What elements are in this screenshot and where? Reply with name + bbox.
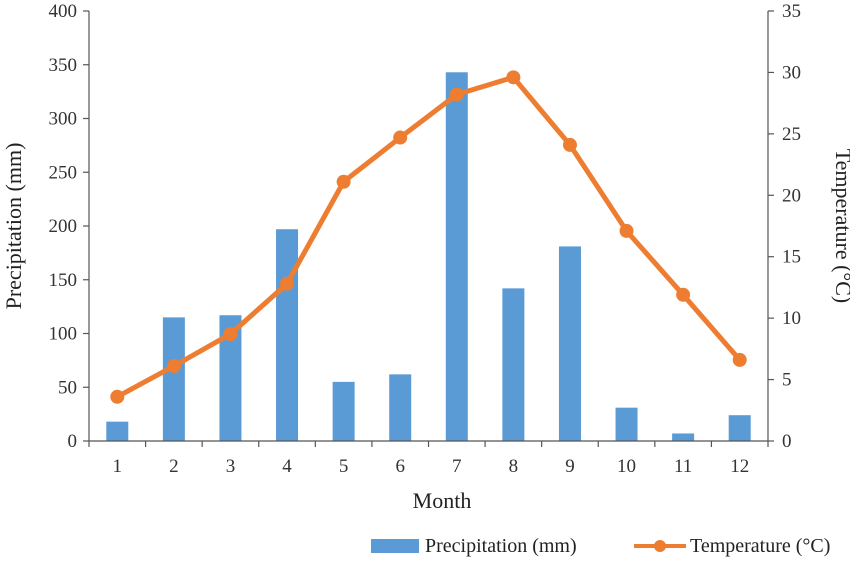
precipitation-bar xyxy=(276,229,299,441)
right-tick-label: 0 xyxy=(782,431,792,452)
right-tick-label: 30 xyxy=(782,62,801,83)
left-tick-label: 250 xyxy=(49,162,78,183)
precipitation-bar xyxy=(672,433,695,441)
x-tick-label: 12 xyxy=(730,456,749,477)
x-tick-label: 11 xyxy=(674,456,692,477)
right-axis-label: Temperature (°C) xyxy=(831,149,850,303)
left-axis-ticks: 0 50 100 150 200 250 300 350 400 xyxy=(49,1,89,452)
temperature-point xyxy=(619,223,634,238)
x-axis-ticks: 1 2 3 4 5 6 7 8 9 10 11 12 xyxy=(88,441,769,477)
left-tick-label: 50 xyxy=(58,377,77,398)
x-tick-label: 5 xyxy=(339,456,349,477)
temperature-line-layer xyxy=(110,70,747,404)
legend: Precipitation (mm) Temperature (°C) xyxy=(371,535,830,557)
x-tick-label: 9 xyxy=(565,456,575,477)
left-tick-label: 0 xyxy=(68,431,78,452)
precipitation-bar xyxy=(615,407,638,441)
right-tick-label: 35 xyxy=(782,1,801,22)
temperature-point xyxy=(393,130,408,145)
left-tick-label: 300 xyxy=(49,109,78,130)
x-tick-label: 8 xyxy=(509,456,519,477)
x-tick-label: 4 xyxy=(282,456,292,477)
precipitation-bar xyxy=(162,317,185,441)
right-tick-label: 20 xyxy=(782,185,801,206)
temperature-point xyxy=(166,359,181,374)
right-tick-label: 5 xyxy=(782,370,792,391)
precipitation-bar xyxy=(219,315,242,441)
x-tick-label: 1 xyxy=(113,456,123,477)
legend-label-precipitation: Precipitation (mm) xyxy=(425,535,577,557)
temperature-point xyxy=(449,87,464,102)
left-tick-label: 150 xyxy=(49,270,78,291)
x-tick-label: 10 xyxy=(617,456,636,477)
temperature-point xyxy=(506,70,521,85)
x-tick-label: 3 xyxy=(226,456,236,477)
precipitation-bar xyxy=(502,288,525,441)
temperature-point xyxy=(336,174,351,189)
right-tick-label: 25 xyxy=(782,124,801,145)
temperature-line xyxy=(116,74,742,399)
legend-swatch-precipitation xyxy=(371,539,419,553)
left-tick-label: 200 xyxy=(49,216,78,237)
temperature-point xyxy=(280,276,295,291)
precipitation-bar xyxy=(332,381,355,441)
precipitation-bar xyxy=(389,374,412,441)
precipitation-bar xyxy=(106,421,129,441)
right-tick-label: 15 xyxy=(782,247,801,268)
temperature-point xyxy=(732,352,747,367)
temperature-point xyxy=(223,327,238,342)
left-tick-label: 100 xyxy=(49,324,78,345)
right-axis-ticks: 0 5 10 15 20 25 30 35 xyxy=(768,1,801,452)
temperature-point xyxy=(562,137,577,152)
left-tick-label: 400 xyxy=(49,1,78,22)
precipitation-bar xyxy=(728,415,751,441)
precipitation-bars xyxy=(106,72,751,442)
legend-label-temperature: Temperature (°C) xyxy=(690,535,830,557)
x-axis-label: Month xyxy=(413,488,472,513)
x-tick-label: 2 xyxy=(169,456,179,477)
x-tick-label: 7 xyxy=(452,456,462,477)
temperature-point xyxy=(676,287,691,302)
left-axis-label: Precipitation (mm) xyxy=(1,143,26,310)
left-tick-label: 350 xyxy=(49,55,78,76)
right-tick-label: 10 xyxy=(782,308,801,329)
precipitation-bar xyxy=(445,72,468,442)
x-tick-label: 6 xyxy=(395,456,405,477)
temperature-point xyxy=(110,389,125,404)
legend-swatch-temperature-marker xyxy=(654,540,666,552)
precipitation-bar xyxy=(558,246,581,441)
